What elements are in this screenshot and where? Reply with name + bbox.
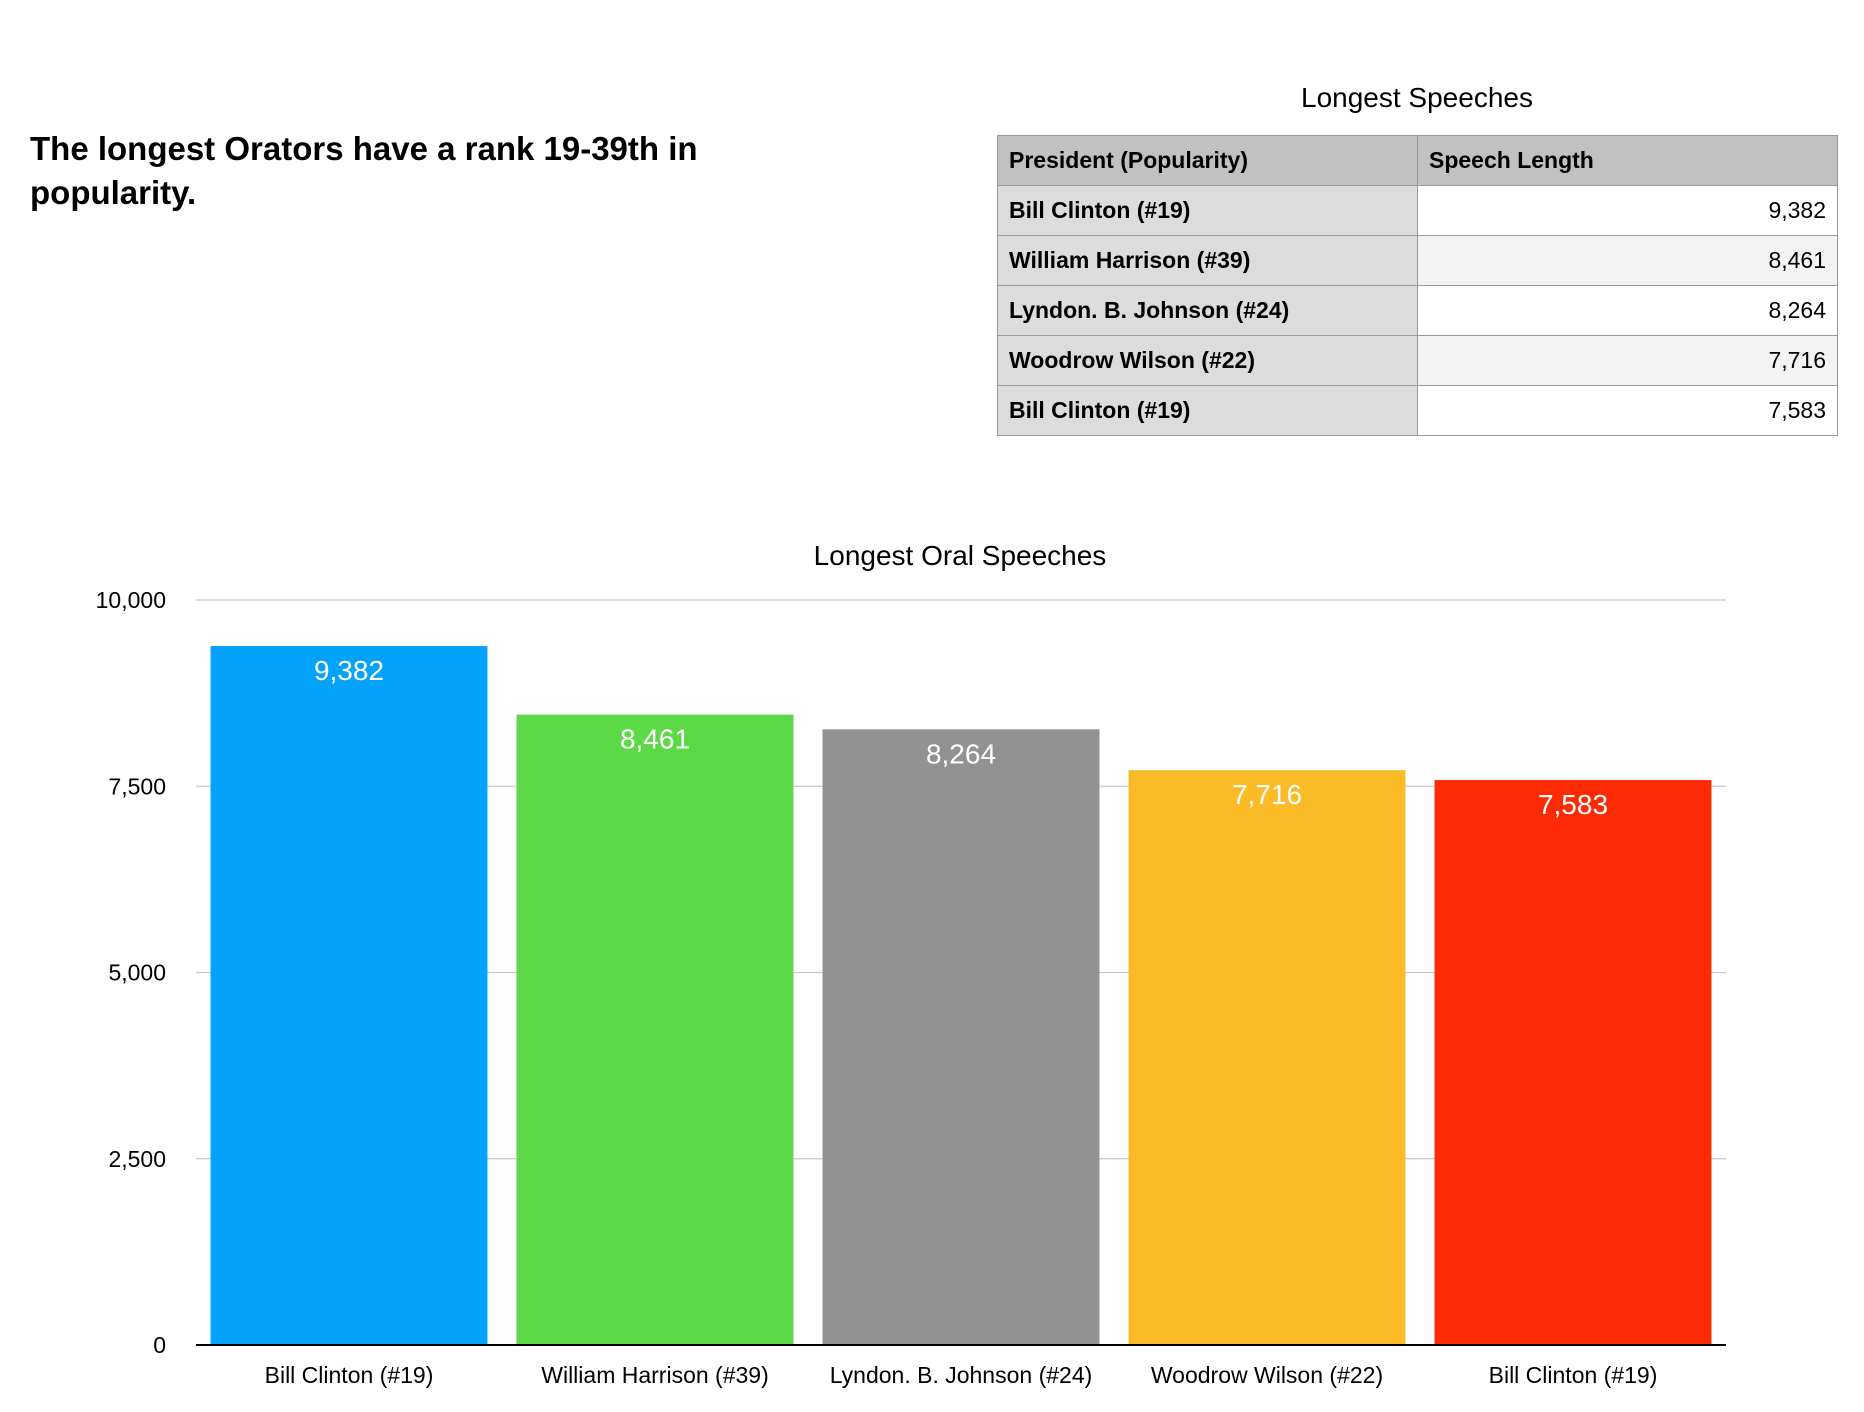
row-speech-length: 8,264 [1417,285,1838,336]
row-president: Woodrow Wilson (#22) [997,335,1418,386]
row-president: Bill Clinton (#19) [997,185,1418,236]
y-tick-label: 5,000 [108,960,166,986]
row-president: William Harrison (#39) [997,235,1418,286]
y-tick-label: 7,500 [108,773,166,799]
bar [210,646,488,1345]
table-row: William Harrison (#39) 8,461 [997,235,1838,286]
bar [1128,770,1406,1345]
bar-value-label: 9,382 [314,655,384,686]
table-header-row: President (Popularity) Speech Length [997,135,1838,186]
speech-table: President (Popularity) Speech Length Bil… [997,135,1838,436]
chart-title: Longest Oral Speeches [814,540,1107,571]
y-tick-label: 0 [153,1332,166,1358]
bar-chart: Longest Oral Speeches 0 2,500 5,000 7,500 10… [96,540,1726,1388]
bar [516,714,794,1345]
bar [1434,780,1712,1345]
table-title: Longest Speeches [1301,82,1533,113]
y-tick-label: 2,500 [108,1146,166,1172]
bar-value-label: 7,583 [1538,789,1608,820]
row-president: Lyndon. B. Johnson (#24) [997,285,1418,336]
x-category-label: Bill Clinton (#19) [265,1362,434,1388]
y-tick-label: 10,000 [96,587,166,613]
header-president: President (Popularity) [997,135,1418,186]
bar-value-label: 8,461 [620,724,690,755]
x-category-label: William Harrison (#39) [541,1362,768,1388]
row-president: Bill Clinton (#19) [997,385,1418,436]
headline: The longest Orators have a rank 19-39th … [30,130,698,211]
row-speech-length: 7,716 [1417,335,1838,386]
x-category-label: Woodrow Wilson (#22) [1151,1362,1383,1388]
row-speech-length: 8,461 [1417,235,1838,286]
row-speech-length: 7,583 [1417,385,1838,436]
table-row: Bill Clinton (#19) 7,583 [997,385,1838,436]
x-category-label: Bill Clinton (#19) [1489,1362,1658,1388]
x-category-label: Lyndon. B. Johnson (#24) [830,1362,1093,1388]
table-row: Woodrow Wilson (#22) 7,716 [997,335,1838,386]
table-row: Lyndon. B. Johnson (#24) 8,264 [997,285,1838,336]
bar [822,729,1100,1345]
header-speech-length: Speech Length [1417,135,1838,186]
table-row: Bill Clinton (#19) 9,382 [997,185,1838,236]
row-speech-length: 9,382 [1417,185,1838,236]
bar-value-label: 7,716 [1232,779,1302,810]
bar-value-label: 8,264 [926,738,996,769]
